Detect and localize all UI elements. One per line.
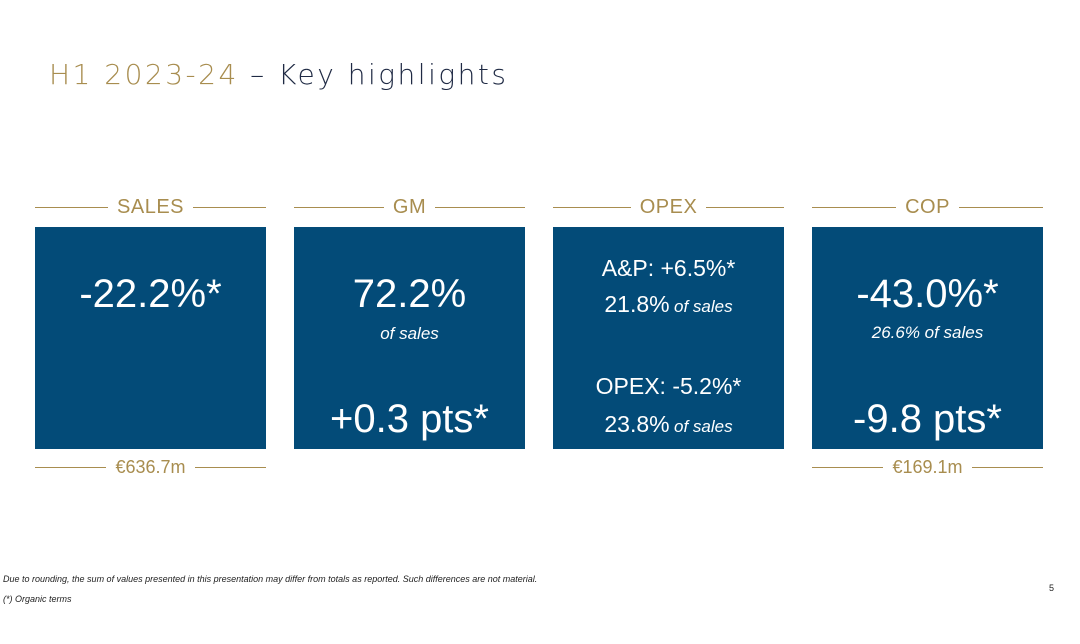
cop-note: 26.6% of sales: [871, 323, 984, 342]
gm-value: 72.2%: [352, 272, 467, 316]
sales-value: -22.2%*: [79, 272, 222, 316]
ap-pct: 21.8%: [604, 291, 670, 317]
sales-header: SALES: [35, 194, 267, 220]
footer-rule: [971, 466, 1043, 468]
header-rule: [812, 206, 897, 208]
gm-change: +0.3 pts*: [329, 397, 489, 441]
gm-header-label: GM: [392, 195, 427, 218]
cop-amount: €169.1m: [892, 456, 963, 477]
header-rule: [553, 206, 631, 208]
footer-rule: [812, 466, 884, 468]
sales-header-label: SALES: [117, 195, 184, 218]
header-rule: [958, 206, 1043, 208]
sales-box: -22.2%*: [35, 227, 266, 449]
opex-header-label: OPEX: [639, 195, 698, 218]
footer-rule: [194, 466, 266, 468]
ap-value: A&P: +6.5%*: [601, 255, 736, 281]
opex-box: A&P: +6.5%* 21.8% of sales OPEX: -5.2%* …: [553, 227, 784, 449]
header-rule: [435, 206, 525, 208]
opex-share: 23.8% of sales: [553, 411, 784, 438]
gm-note: of sales: [380, 324, 439, 343]
gm-box: 72.2% of sales +0.3 pts*: [294, 227, 525, 449]
header-rule: [294, 206, 384, 208]
cop-footer: €169.1m: [812, 454, 1043, 480]
ap-note: of sales: [674, 297, 733, 316]
opex-pct: 23.8%: [604, 411, 670, 437]
cop-header: COP: [812, 194, 1043, 220]
sales-amount: €636.7m: [115, 456, 186, 477]
cop-value: -43.0%*: [856, 272, 999, 316]
cop-header-label: COP: [905, 195, 950, 218]
opex-header: OPEX: [553, 194, 785, 220]
header-rule: [706, 206, 785, 208]
ap-share: 21.8% of sales: [553, 291, 784, 318]
page-title: H1 2023-24 – Key highlights: [49, 58, 508, 91]
cop-change: -9.8 pts*: [853, 397, 1002, 441]
sales-footer: €636.7m: [35, 454, 266, 480]
footer-rule: [35, 466, 107, 468]
organic-footnote: (*) Organic terms: [3, 594, 72, 604]
rounding-footnote: Due to rounding, the sum of values prese…: [3, 574, 538, 584]
page-number: 5: [1048, 583, 1054, 593]
header-rule: [35, 206, 109, 208]
cop-box: -43.0%* 26.6% of sales -9.8 pts*: [812, 227, 1043, 449]
title-text: – Key highlights: [238, 58, 509, 91]
opex-note: of sales: [674, 417, 733, 436]
title-period: H1 2023-24: [49, 58, 239, 91]
header-rule: [193, 206, 267, 208]
opex-value: OPEX: -5.2%*: [595, 373, 742, 399]
gm-header: GM: [294, 194, 525, 220]
